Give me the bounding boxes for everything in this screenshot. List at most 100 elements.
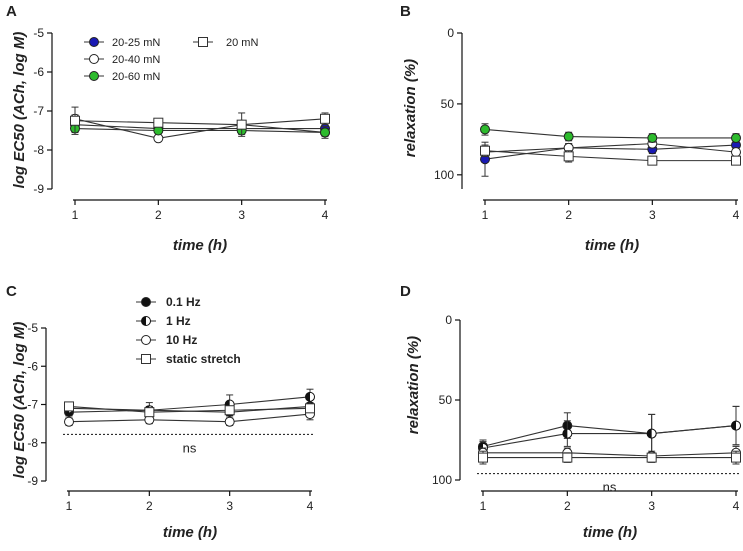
legend-marker (198, 37, 208, 47)
data-point (153, 117, 164, 128)
series-20-mn (480, 144, 741, 166)
panel-letter: D (400, 283, 411, 300)
series-0-1-hz (478, 405, 741, 454)
data-point (647, 132, 658, 143)
y-tick-label: -5 (33, 26, 44, 40)
data-point (320, 113, 330, 124)
x-tick-label: 3 (648, 499, 655, 513)
series-line (484, 150, 736, 162)
x-axis-title: time (h) (163, 524, 217, 541)
data-point (224, 405, 235, 416)
y-tick-label: 50 (441, 97, 455, 111)
data-point (731, 132, 741, 143)
legend-marker (89, 71, 99, 81)
x-tick-label: 3 (238, 208, 245, 222)
legend-label: 1 Hz (166, 314, 191, 328)
data-point (224, 416, 235, 427)
data-point (562, 452, 573, 463)
y-axis-title: log EC50 (ACh, log M) (11, 32, 28, 189)
series-line (482, 425, 737, 449)
y-tick-label: 0 (445, 313, 452, 327)
y-tick-label: -8 (33, 143, 44, 157)
panel-d: D 0 50 100 1 2 3 4 time (h) relaxation (%) ns (400, 283, 741, 541)
x-tick-label: 1 (72, 208, 79, 222)
legend-label: 0.1 Hz (166, 295, 201, 309)
y-axis-title: relaxation (%) (402, 59, 419, 157)
legend-marker-half (141, 316, 146, 326)
series-line (484, 128, 736, 139)
data-point (305, 391, 315, 402)
x-tick-label: 2 (564, 499, 571, 513)
data-point (646, 452, 657, 463)
data-point-half (731, 421, 736, 431)
data-point (563, 151, 574, 162)
panel-letter: A (6, 3, 17, 20)
x-tick-label: 1 (480, 499, 487, 513)
data-point (305, 403, 315, 414)
series-1-hz (478, 405, 741, 455)
y-tick-label: -5 (27, 321, 38, 335)
y-tick-label: -9 (33, 182, 44, 196)
legend-label: static stretch (166, 352, 241, 366)
panel-letter: C (6, 283, 17, 300)
x-axis-title: time (h) (585, 237, 639, 254)
legend: 20-25 mN 20-40 mN 20-60 mN 20 mN (84, 37, 258, 83)
data-point (562, 428, 573, 439)
y-tick-label: -8 (27, 436, 38, 450)
x-tick-label: 4 (307, 499, 314, 513)
ns-annotation: ns (603, 480, 617, 495)
x-tick-label: 4 (322, 208, 329, 222)
x-axis-title: time (h) (583, 524, 637, 541)
data-point (64, 416, 74, 427)
series-10-hz (478, 445, 741, 462)
data-point (480, 124, 490, 135)
legend-marker (141, 316, 151, 326)
legend-marker (89, 54, 99, 64)
y-tick-label: 0 (447, 26, 454, 40)
series-line (74, 128, 326, 133)
series-line (74, 118, 326, 126)
x-tick-label: 2 (565, 208, 572, 222)
x-tick-label: 2 (155, 208, 162, 222)
legend-label: 20-60 mN (112, 71, 160, 83)
series-1-hz (64, 388, 315, 419)
data-point (236, 119, 247, 130)
legend: 0.1 Hz 1 Hz 10 Hz static stretch (136, 295, 241, 366)
ns-annotation: ns (183, 440, 197, 455)
series-line (484, 143, 737, 153)
legend-label: 10 Hz (166, 333, 197, 347)
y-tick-label: -7 (27, 398, 38, 412)
legend-marker (89, 37, 99, 47)
data-point (480, 145, 490, 156)
y-tick-label: 50 (439, 393, 453, 407)
series-static-stretch (478, 450, 741, 465)
y-tick-label: -6 (33, 65, 44, 79)
legend-marker (141, 335, 151, 345)
legend-label: 20 mN (226, 37, 258, 49)
series-static-stretch (64, 401, 315, 418)
data-point (144, 407, 155, 418)
data-point (731, 147, 741, 158)
x-tick-label: 2 (146, 499, 153, 513)
data-point (64, 401, 74, 412)
data-point-half (305, 392, 310, 402)
y-axis-title: log EC50 (ACh, log M) (11, 322, 28, 479)
y-tick-label: -9 (27, 474, 38, 488)
y-tick-label: -7 (33, 104, 44, 118)
series-line (68, 396, 311, 411)
series-line (68, 413, 311, 423)
x-tick-label: 3 (649, 208, 656, 222)
data-point-half (647, 429, 652, 439)
legend-marker (141, 297, 151, 307)
series-line (68, 405, 311, 413)
series-line (484, 144, 737, 160)
x-tick-label: 1 (66, 499, 73, 513)
data-point (731, 420, 741, 431)
data-point (731, 155, 741, 166)
y-tick-label: -6 (27, 359, 38, 373)
y-tick-label: 100 (434, 168, 454, 182)
data-point (647, 155, 658, 166)
series-20-mn (70, 106, 330, 137)
x-tick-label: 4 (733, 499, 740, 513)
